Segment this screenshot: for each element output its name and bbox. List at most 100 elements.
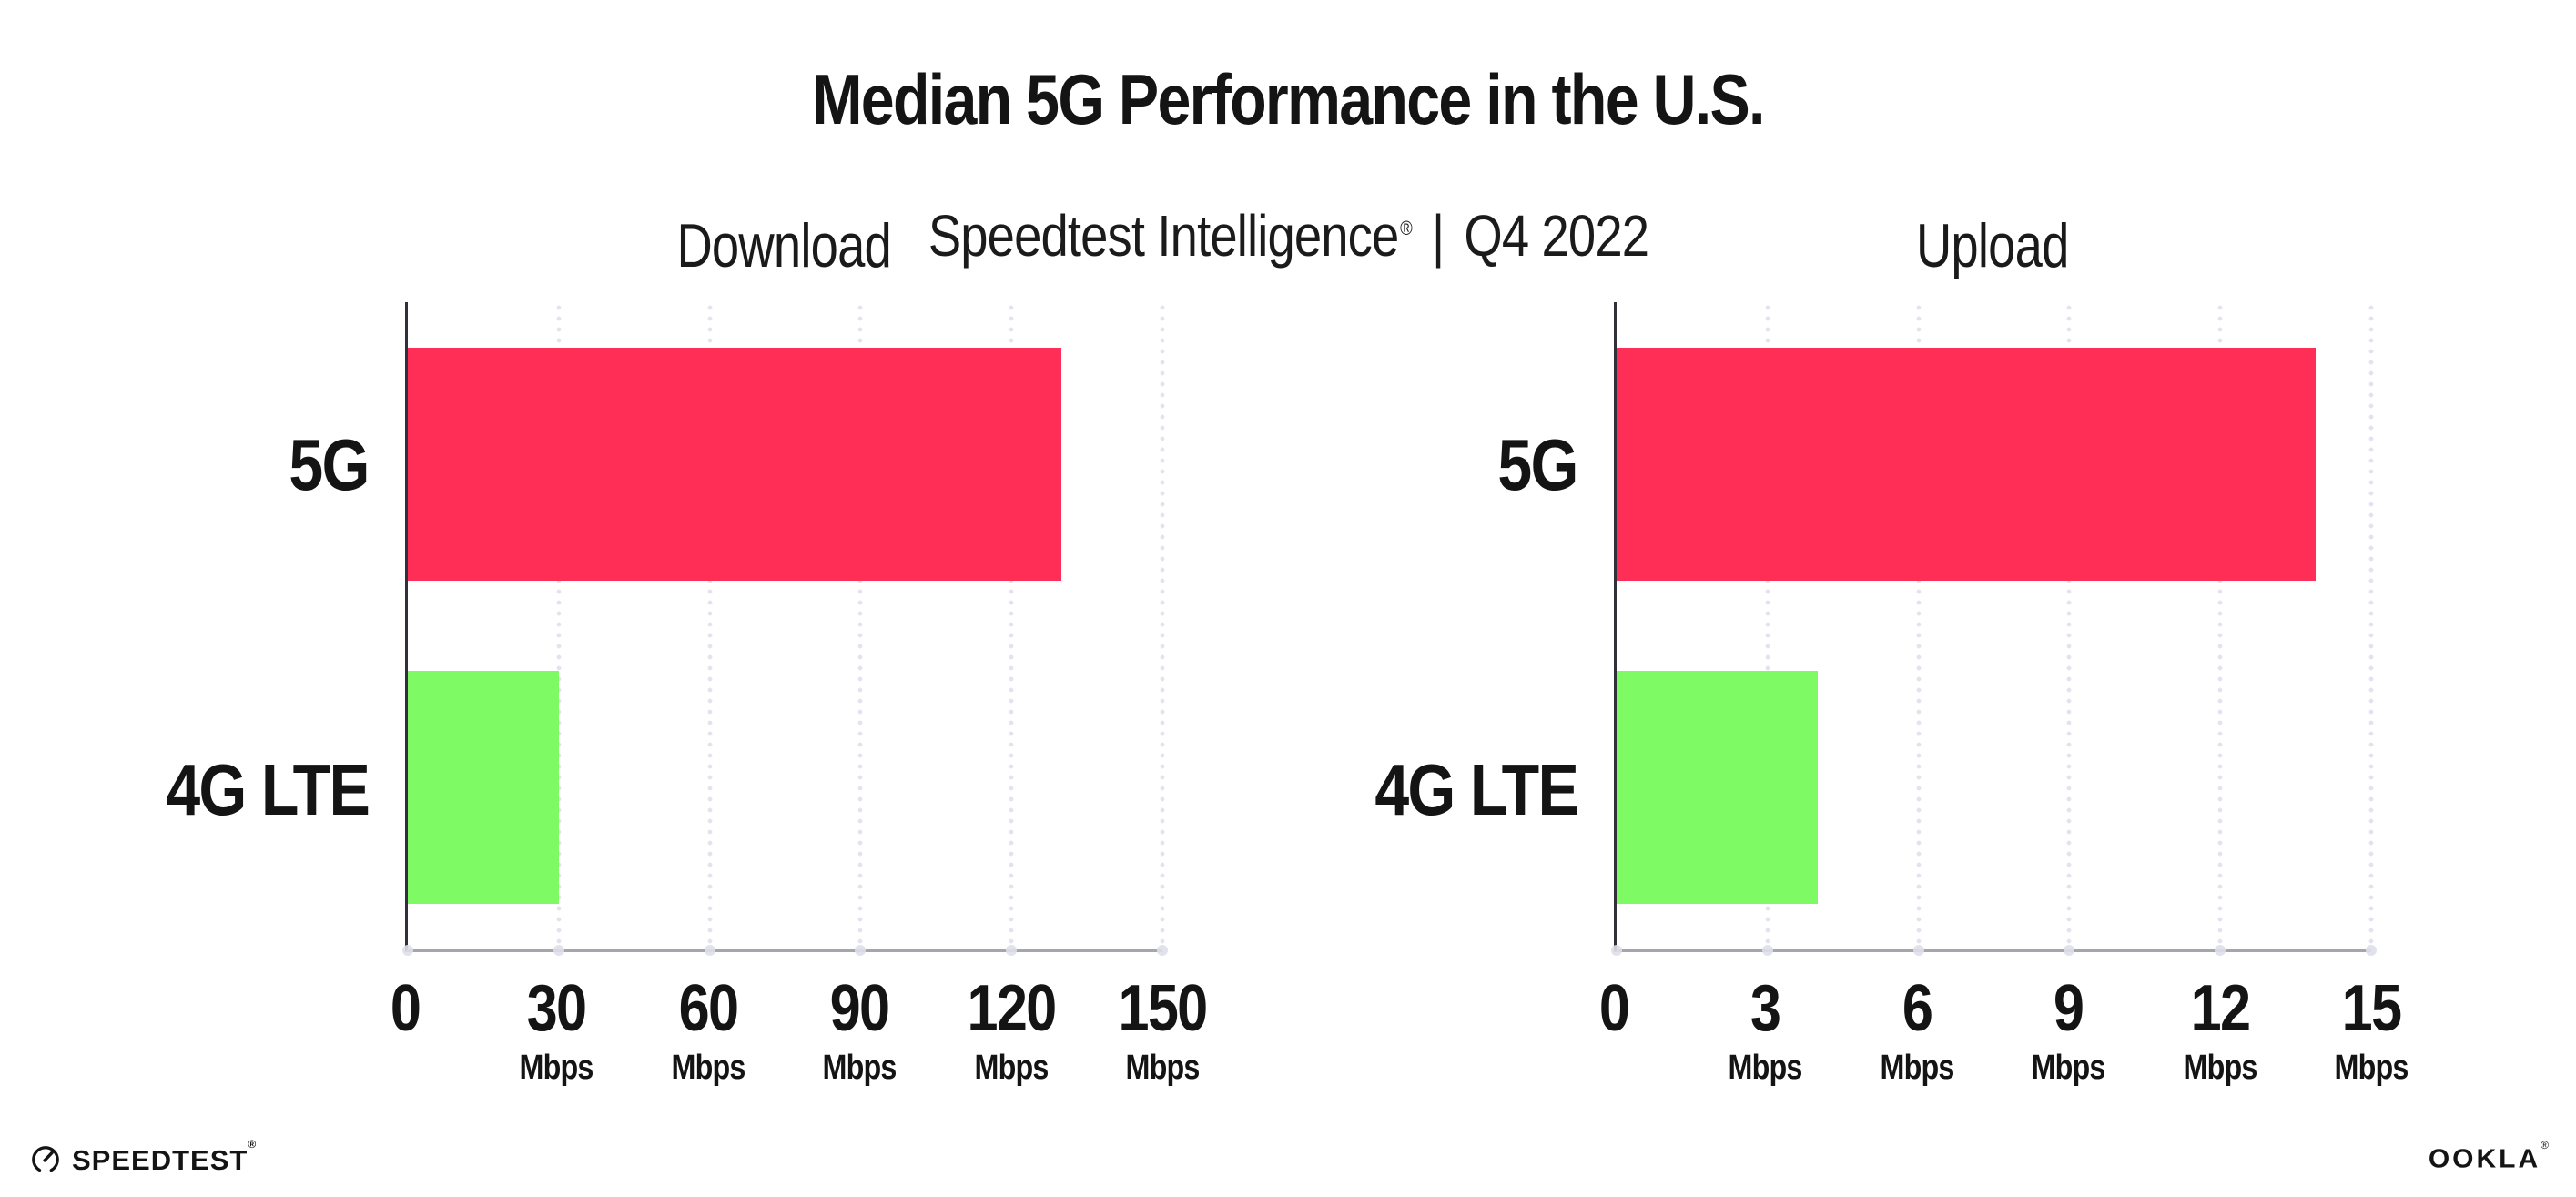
tick-value: 9 (2054, 972, 2084, 1045)
bar-5g (408, 347, 1062, 581)
bar-row (1617, 302, 2371, 626)
x-tick: 6 Mbps (1880, 972, 1954, 1087)
bar-5g (1617, 347, 2317, 581)
x-tick: 30 Mbps (519, 976, 594, 1087)
subtitle-text: Speedtest Intelligence® | Q4 2022 (928, 207, 1648, 265)
chart-panel-upload: Upload 5G 4G LTE 0 3 Mbps 6 Mbps 9 Mbps 12 Mbps 15… (1318, 211, 2409, 1093)
category-label-text: 5G (289, 423, 370, 505)
page-title: Median 5G Performance in the U.S. (812, 59, 1765, 140)
tick-unit: Mbps (1728, 1049, 1803, 1087)
download-plot-area (402, 302, 1168, 956)
category-label: 5G (1318, 302, 1614, 627)
gridlines (1611, 302, 2377, 956)
tick-unit: Mbps (974, 1049, 1049, 1087)
category-labels: 5G 4G LTE (1318, 302, 1614, 952)
x-tick: 15 Mbps (2335, 976, 2409, 1085)
tick-unit: Mbps (2183, 1049, 2257, 1087)
x-tick: 60 Mbps (671, 976, 745, 1085)
tick-value: 15 (2341, 972, 2402, 1045)
category-label-text: 5G (1497, 423, 1579, 505)
speedtest-registered-mark: ® (248, 1137, 258, 1151)
x-tick: 120 Mbps (967, 972, 1057, 1087)
subtitle-divider: | (1431, 202, 1445, 269)
tick-value: 0 (1598, 972, 1630, 1045)
axis-dot (402, 945, 413, 956)
registered-trademark-symbol: ® (1399, 217, 1413, 240)
footer: SPEEDTEST® OOKLA® (30, 1139, 2549, 1176)
tick-value: 6 (1902, 972, 1933, 1045)
x-tick: 9 Mbps (2031, 972, 2106, 1087)
tick-value: 60 (678, 972, 738, 1045)
axis-dot (1761, 945, 1773, 956)
gridline (1915, 302, 1922, 949)
gridlines (402, 302, 1168, 956)
tick-unit: Mbps (1880, 1049, 1954, 1087)
x-tick: 150 Mbps (1118, 972, 1208, 1087)
tick-value: 120 (967, 972, 1057, 1045)
tick-value: 90 (829, 972, 890, 1045)
download-chart-title: Download (405, 211, 1162, 280)
x-tick: 90 Mbps (823, 972, 898, 1085)
gridline (1008, 302, 1015, 949)
ookla-logo: OOKLA® (2428, 1139, 2549, 1174)
gridline (706, 302, 714, 949)
x-axis-ticks: 0 30 Mbps 60 Mbps 90 Mbps 120 Mbps 150 Mbps (390, 952, 1208, 1093)
axis-dot (1912, 945, 1924, 956)
gridline (1159, 302, 1166, 949)
ookla-registered-mark: ® (2541, 1139, 2549, 1151)
bar-4g-lte (1617, 671, 1819, 905)
bar-rows (1617, 302, 2371, 949)
speedtest-gauge-icon (30, 1144, 61, 1175)
speedtest-logo-text: SPEEDTEST® (72, 1139, 257, 1176)
speedtest-logo: SPEEDTEST® (30, 1139, 257, 1176)
axis-dot (553, 945, 564, 956)
tick-value: 12 (2190, 972, 2250, 1045)
chart-panel-download: Download 5G 4G LTE 0 30 Mbps 60 Mbps 90 Mbps 120… (109, 211, 1208, 1093)
bar-row (408, 302, 1162, 626)
bar-4g-lte (408, 671, 559, 905)
axis-dot (1611, 945, 1622, 956)
tick-value: 0 (390, 972, 421, 1045)
upload-chart-title-text: Upload (1916, 211, 2069, 280)
speedtest-wordmark: SPEEDTEST (72, 1143, 248, 1176)
axis-dot (855, 945, 867, 956)
x-axis-ticks: 0 3 Mbps 6 Mbps 9 Mbps 12 Mbps 15 Mbps (1599, 952, 2409, 1093)
subtitle-brand: Speedtest Intelligence (928, 202, 1398, 269)
tick-unit: Mbps (671, 1049, 745, 1087)
gridline (2216, 302, 2224, 949)
bar-rows (408, 302, 1162, 949)
gridline (1764, 302, 1771, 949)
subtitle-period: Q4 2022 (1463, 202, 1649, 269)
category-label: 4G LTE (109, 627, 405, 952)
tick-value: 150 (1118, 972, 1208, 1045)
gridline (2368, 302, 2375, 949)
category-label-text: 4G LTE (166, 748, 370, 830)
gridline (857, 302, 864, 949)
axis-dot (704, 945, 715, 956)
tick-unit: Mbps (1125, 1049, 1201, 1087)
tick-unit: Mbps (519, 1049, 594, 1087)
ookla-wordmark: OOKLA (2428, 1144, 2541, 1174)
axis-dot (1157, 945, 1168, 956)
axis-dot (1006, 945, 1018, 956)
download-chart-title-text: Download (676, 211, 891, 280)
x-tick: 0 (1598, 972, 1630, 1045)
upload-chart-title: Upload (1614, 211, 2371, 280)
axis-dot (2366, 945, 2377, 956)
category-label: 4G LTE (1318, 627, 1614, 952)
upload-plot-area (1611, 302, 2377, 956)
category-labels: 5G 4G LTE (109, 302, 405, 952)
gridline (2065, 302, 2073, 949)
tick-value: 3 (1750, 972, 1781, 1045)
tick-unit: Mbps (2334, 1049, 2409, 1087)
axis-dot (2064, 945, 2075, 956)
bar-row (408, 626, 1162, 950)
x-tick: 0 (390, 972, 421, 1045)
axis-dot (2215, 945, 2226, 956)
x-tick: 12 Mbps (2183, 976, 2257, 1085)
category-label-text: 4G LTE (1374, 748, 1578, 830)
tick-unit: Mbps (2031, 1049, 2106, 1087)
category-label: 5G (109, 302, 405, 627)
charts-row: Download 5G 4G LTE 0 30 Mbps 60 Mbps 90 Mbps 120… (109, 211, 2409, 1093)
